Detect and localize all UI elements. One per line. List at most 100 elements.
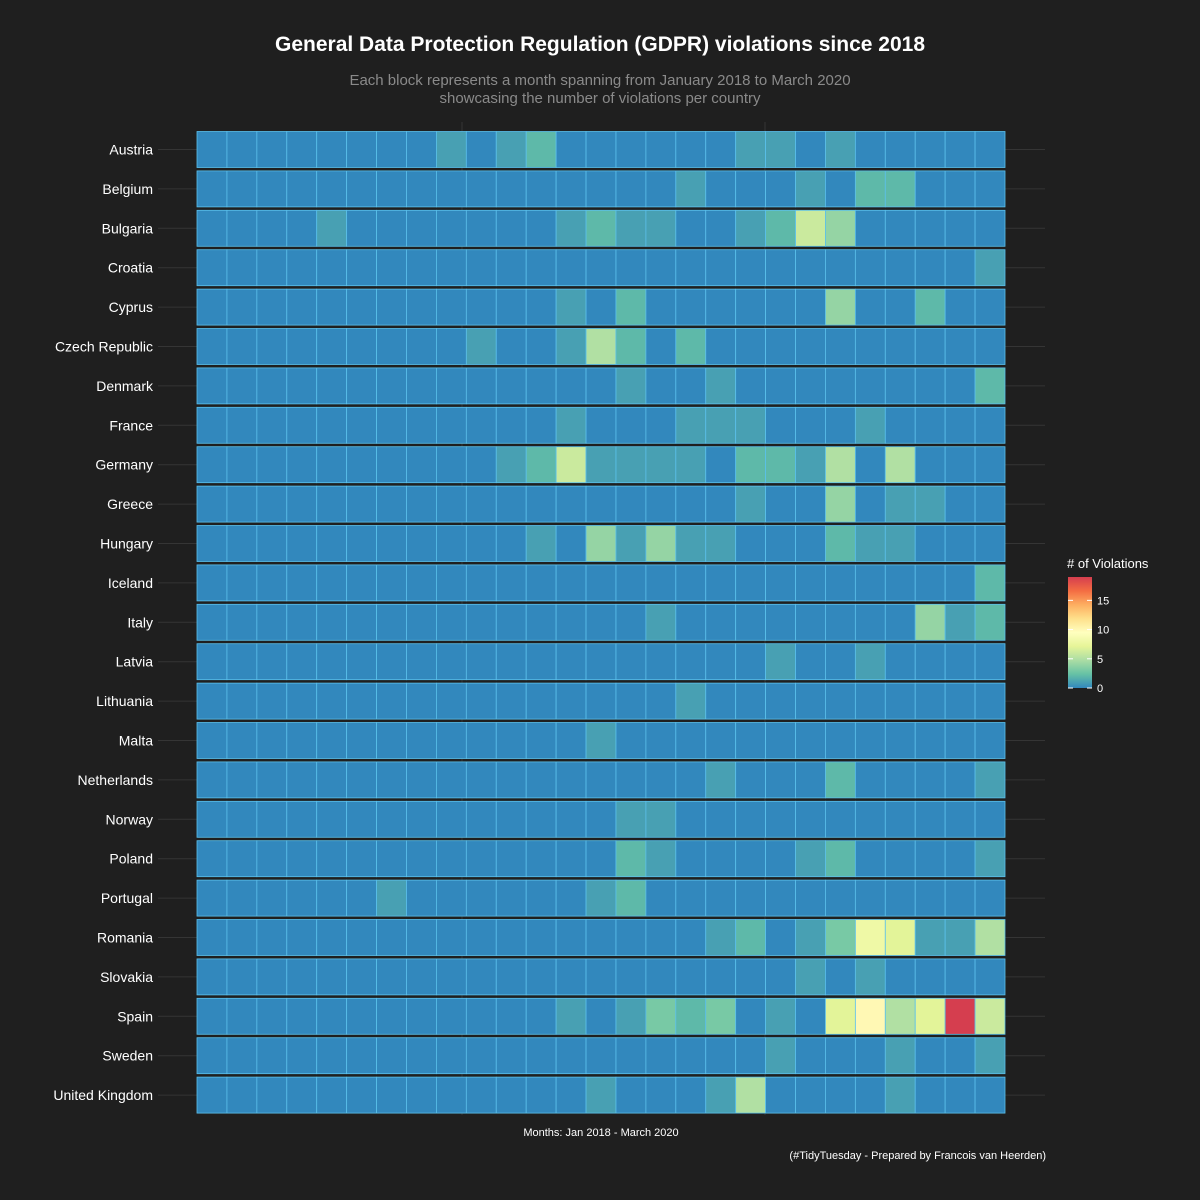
heatmap-cell xyxy=(884,406,916,444)
heatmap-cell xyxy=(735,879,766,917)
heatmap-cell xyxy=(406,564,437,602)
heatmap-cell xyxy=(465,406,497,444)
heatmap-cell xyxy=(615,131,647,168)
heatmap-cell xyxy=(585,722,617,759)
heatmap-cell xyxy=(226,485,258,523)
y-axis-label: Netherlands xyxy=(78,772,154,788)
heatmap-cell xyxy=(495,840,527,878)
heatmap-cell xyxy=(256,643,288,681)
heatmap-cell xyxy=(765,643,796,681)
heatmap-cell xyxy=(795,682,826,720)
heatmap-cell xyxy=(376,1076,407,1114)
heatmap-cell xyxy=(705,288,737,326)
heatmap-cell xyxy=(346,249,377,287)
heatmap-cell xyxy=(465,643,497,681)
heatmap-cell xyxy=(495,643,527,681)
heatmap-cell xyxy=(735,525,766,562)
heatmap-cell xyxy=(346,328,377,365)
heatmap-cell xyxy=(585,209,617,247)
heatmap-cell xyxy=(914,761,946,799)
heatmap-cell xyxy=(974,525,1006,562)
heatmap-cell xyxy=(465,564,497,602)
heatmap-cell xyxy=(256,879,288,917)
heatmap-cell xyxy=(914,367,946,405)
heatmap-cell xyxy=(974,722,1006,759)
heatmap-cell xyxy=(615,209,647,247)
heatmap-cell xyxy=(256,997,288,1035)
heatmap-cell xyxy=(795,958,826,996)
heatmap-cell xyxy=(675,879,707,917)
heatmap-cell xyxy=(974,840,1006,878)
heatmap-cell xyxy=(406,879,437,917)
heatmap-cell xyxy=(974,406,1006,444)
heatmap-cell xyxy=(406,1037,437,1075)
heatmap-cell xyxy=(555,958,587,996)
heatmap-cell xyxy=(226,1037,258,1075)
heatmap-cell xyxy=(705,800,737,838)
heatmap-cell xyxy=(854,603,886,641)
heatmap-cell xyxy=(974,288,1006,326)
heatmap-cell xyxy=(705,643,737,681)
heatmap-cell xyxy=(765,603,796,641)
heatmap-cell xyxy=(286,840,318,878)
heatmap-cell xyxy=(854,131,886,168)
heatmap-cell xyxy=(465,1076,497,1114)
chart-caption: (#TidyTuesday - Prepared by Francois van… xyxy=(789,1150,1046,1162)
heatmap-cell xyxy=(286,288,318,326)
heatmap-cell xyxy=(825,761,856,799)
heatmap-cell xyxy=(735,997,766,1035)
heatmap-cell xyxy=(286,564,318,602)
heatmap-cell xyxy=(256,525,288,562)
heatmap-cell xyxy=(944,209,976,247)
y-axis-labels: Austria Belgium Bulgaria Croatia Cyprus Czech… xyxy=(53,142,154,1104)
heatmap-cell xyxy=(765,131,796,168)
heatmap-cell xyxy=(196,840,228,878)
heatmap-cell xyxy=(376,525,407,562)
heatmap-cell xyxy=(256,1076,288,1114)
heatmap-cell xyxy=(346,131,377,168)
heatmap-cell xyxy=(286,406,318,444)
heatmap-cell xyxy=(465,525,497,562)
heatmap-cell xyxy=(286,525,318,562)
heatmap-cell xyxy=(465,682,497,720)
heatmap-cell xyxy=(825,722,856,759)
heatmap-cell xyxy=(854,997,886,1035)
heatmap-cell xyxy=(645,249,677,287)
heatmap-cell xyxy=(585,800,617,838)
heatmap-cell xyxy=(974,761,1006,799)
heatmap-cell xyxy=(884,525,916,562)
heatmap-cell xyxy=(495,919,527,956)
heatmap-cell xyxy=(854,249,886,287)
heatmap-cell xyxy=(645,446,677,484)
heatmap-cell xyxy=(884,1037,916,1075)
heatmap-cell xyxy=(585,249,617,287)
heatmap-cell xyxy=(974,1076,1006,1114)
heatmap-cell xyxy=(765,288,796,326)
heatmap-cell xyxy=(765,1076,796,1114)
heatmap-cell xyxy=(795,209,826,247)
heatmap-cell xyxy=(525,525,557,562)
heatmap-cell xyxy=(795,446,826,484)
heatmap-cell xyxy=(585,919,617,956)
heatmap-cell xyxy=(825,328,856,365)
heatmap-cell xyxy=(436,958,467,996)
heatmap-cell xyxy=(675,288,707,326)
heatmap-cell xyxy=(495,800,527,838)
heatmap-cell xyxy=(346,406,377,444)
heatmap-cell xyxy=(914,525,946,562)
heatmap-cell xyxy=(914,249,946,287)
heatmap-cell xyxy=(765,446,796,484)
heatmap-cell xyxy=(406,288,437,326)
heatmap-cell xyxy=(825,682,856,720)
heatmap-cell xyxy=(974,958,1006,996)
heatmap-cell xyxy=(765,1037,796,1075)
heatmap-cell xyxy=(735,603,766,641)
heatmap-cell xyxy=(944,879,976,917)
heatmap-cell xyxy=(795,367,826,405)
heatmap-cell xyxy=(525,958,557,996)
heatmap-cell xyxy=(675,840,707,878)
heatmap-cell xyxy=(735,919,766,956)
heatmap-cell xyxy=(825,564,856,602)
heatmap-cell xyxy=(406,209,437,247)
